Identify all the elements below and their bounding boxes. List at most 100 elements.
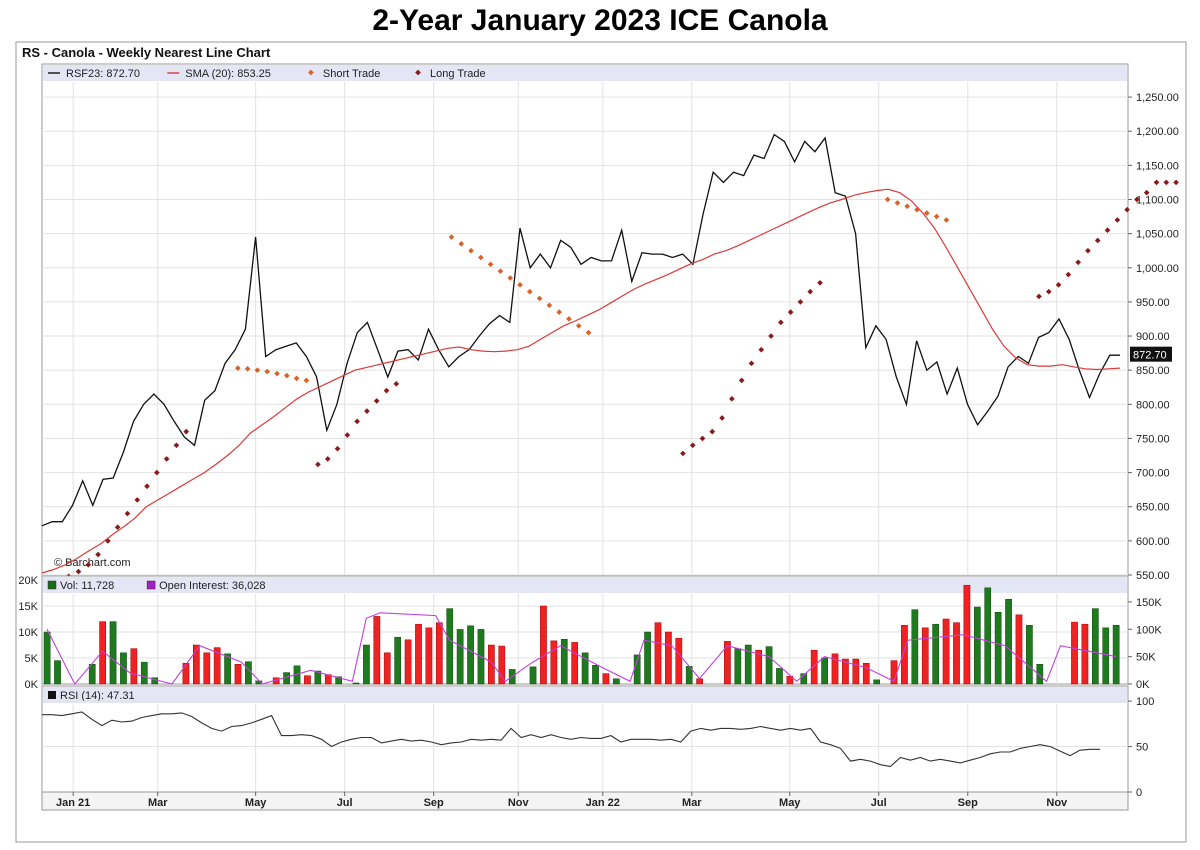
short-trade-dot xyxy=(566,316,572,322)
long-trade-dot xyxy=(315,461,321,468)
volume-bar xyxy=(1071,621,1078,685)
volume-left-tick-label: 5K xyxy=(25,653,39,665)
short-trade-dot xyxy=(487,261,494,268)
short-trade-dot xyxy=(904,203,911,210)
legend-item-2: Short Trade xyxy=(323,68,380,80)
short-trade-dot xyxy=(264,368,271,375)
long-trade-dot xyxy=(183,428,190,435)
volume-bar xyxy=(734,648,742,685)
long-trade-dot xyxy=(154,469,160,476)
long-trade-dot xyxy=(95,551,101,558)
x-axis: Jan 21 Mar May Jul Sep Nov Jan 22 Mar May Jul Sep N… xyxy=(41,791,1129,811)
last-price-label: 872.70 xyxy=(1133,350,1167,362)
volume-bar xyxy=(109,621,117,685)
volume-bar xyxy=(394,636,402,685)
volume-bar xyxy=(425,627,433,685)
price-plot-area xyxy=(41,63,1129,576)
volume-left-tick-label: 10K xyxy=(18,627,38,639)
volume-bar xyxy=(488,644,495,685)
volume-left-tick-label: 15K xyxy=(18,601,38,613)
legend-swatch xyxy=(308,69,314,76)
short-trade-dot xyxy=(923,210,930,216)
volume-bar xyxy=(1015,614,1023,685)
volume-bar xyxy=(602,673,610,685)
volume-bar xyxy=(852,658,860,685)
short-trade-dot xyxy=(556,309,563,315)
long-trade-dot xyxy=(778,319,784,326)
rsi-panel: RSI (14): 47.31 100 50 0 xyxy=(41,685,1154,799)
long-trade-dot xyxy=(1094,237,1101,244)
chart-header: RS - Canola - Weekly Nearest Line Chart xyxy=(22,45,271,60)
long-trade-dot xyxy=(1085,247,1091,254)
volume-bar xyxy=(193,644,200,685)
volume-left-tick-label: 0K xyxy=(25,679,39,691)
price-tick-label: 1,200.00 xyxy=(1136,126,1179,138)
volume-bar xyxy=(560,639,568,685)
volume-bar xyxy=(1026,624,1033,685)
short-trade-dot xyxy=(448,234,455,240)
volume-bar xyxy=(404,639,412,685)
volume-bar xyxy=(435,622,443,685)
x-tick-label: Jul xyxy=(337,797,353,809)
long-trade-dot xyxy=(738,377,745,384)
rsi-legend-bar xyxy=(43,687,1127,703)
page-title: 2-Year January 2023 ICE Canola xyxy=(372,4,828,37)
volume-bar xyxy=(213,647,221,685)
long-trade-dot xyxy=(324,456,331,462)
rsi-tick-label: 50 xyxy=(1136,742,1148,754)
short-trade-dot xyxy=(575,322,582,329)
short-trade-dot xyxy=(478,254,484,261)
volume-bar xyxy=(973,606,981,685)
volume-bar xyxy=(1102,627,1110,685)
legend-item-1: SMA (20): 853.25 xyxy=(185,68,271,80)
volume-bar xyxy=(581,652,589,685)
volume-right-tick-label: 50K xyxy=(1136,652,1156,664)
volume-legend-bar xyxy=(43,577,1127,593)
short-trade-dot xyxy=(244,365,251,372)
long-trade-dot xyxy=(758,346,765,353)
long-trade-dot xyxy=(1036,293,1042,300)
short-trade-dot xyxy=(468,247,474,254)
short-trade-dot xyxy=(507,275,514,281)
long-trade-dot xyxy=(1045,288,1052,295)
long-trade-dot xyxy=(787,309,794,315)
volume-bar xyxy=(571,642,579,685)
x-tick-label: Nov xyxy=(1046,797,1068,809)
price-tick-label: 1,250.00 xyxy=(1136,92,1179,104)
short-trade-dot xyxy=(235,365,241,371)
rsi-line xyxy=(42,711,1100,768)
long-trade-dot xyxy=(817,279,823,286)
volume-bar xyxy=(43,631,51,685)
rsi-tick-label: 100 xyxy=(1136,696,1154,708)
price-tick-label: 550.00 xyxy=(1136,570,1170,582)
price-tick-label: 800.00 xyxy=(1136,399,1170,411)
price-tick-label: 1,000.00 xyxy=(1136,263,1179,275)
volume-bar xyxy=(467,625,474,685)
series-line-0 xyxy=(41,133,1120,527)
long-trade-dot xyxy=(680,450,686,457)
price-tick-label: 850.00 xyxy=(1136,365,1170,377)
long-trade-dot xyxy=(807,288,814,295)
short-trade-dot xyxy=(943,217,950,223)
x-tick-label: Nov xyxy=(508,797,530,809)
long-trade-dot xyxy=(1124,206,1130,213)
long-trade-dot xyxy=(124,510,131,517)
price-tick-label: 900.00 xyxy=(1136,331,1170,343)
x-tick-label: May xyxy=(245,797,267,809)
long-trade-dot xyxy=(1075,259,1081,266)
volume-bar xyxy=(99,621,106,685)
volume-bar xyxy=(831,653,839,685)
volume-panel: 20K 15K 10K 5K 0K 150K 100K 50K 0K Vol: 11,728 Ope… xyxy=(18,575,1162,691)
price-tick-label: 600.00 xyxy=(1136,536,1170,548)
volume-right-tick-label: 100K xyxy=(1136,624,1162,636)
volume-bar xyxy=(498,645,506,685)
long-trade-dot xyxy=(75,568,82,575)
long-trade-dot xyxy=(1153,179,1160,186)
volume-bar xyxy=(182,662,190,685)
long-trade-dot xyxy=(1173,179,1179,186)
short-trade-dot xyxy=(274,370,280,377)
volume-bar xyxy=(224,653,231,685)
volume-bar xyxy=(363,644,370,685)
long-trade-dot xyxy=(364,408,370,414)
legend-swatch xyxy=(415,69,421,76)
